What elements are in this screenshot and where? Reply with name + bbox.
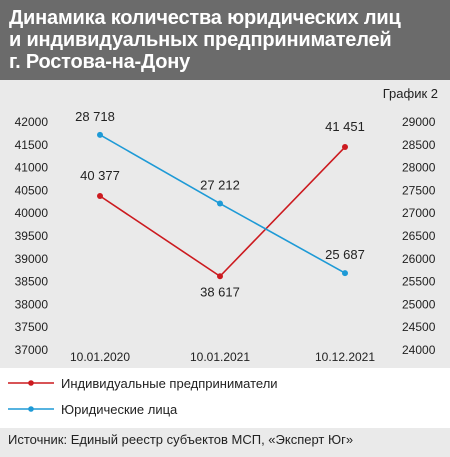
y-right-tick-label: 26000 (402, 252, 436, 266)
y-right-tick-label: 25000 (402, 297, 436, 311)
x-tick-label: 10.12.2021 (315, 350, 375, 364)
series-line-0 (99, 146, 346, 278)
data-point (342, 144, 348, 151)
data-point (97, 131, 103, 138)
y-right-tick-label: 27000 (402, 206, 436, 220)
x-tick-label: 10.01.2020 (70, 350, 130, 364)
data-point (97, 193, 103, 200)
legend-item-ip: Индивидуальные предприниматели (8, 374, 278, 392)
y-left-tick-label: 41500 (15, 138, 49, 152)
y-right-tick-label: 24500 (402, 320, 436, 334)
y-right-tick-label: 25500 (402, 275, 436, 289)
data-label: 38 617 (200, 284, 240, 299)
y-left-tick-label: 40000 (15, 206, 49, 220)
data-point (217, 200, 223, 207)
y-left-tick-label: 38500 (15, 275, 49, 289)
chart-title: Динамика количества юридических лиц и ин… (9, 7, 401, 73)
header: Динамика количества юридических лиц и ин… (0, 0, 450, 80)
legend-label-ul: Юридические лица (61, 401, 178, 417)
y-right-tick-label: 28000 (402, 161, 436, 175)
source-note: Источник: Единый реестр субъектов МСП, «… (8, 432, 354, 447)
data-label: 28 718 (75, 109, 115, 124)
y-left-tick-label: 41000 (15, 161, 49, 175)
y-right-tick-label: 28500 (402, 138, 436, 152)
data-point (342, 270, 348, 277)
x-tick-label: 10.01.2021 (190, 350, 250, 364)
y-left-tick-label: 40500 (15, 183, 49, 197)
legend: Индивидуальные предприниматели Юридическ… (0, 368, 450, 428)
legend-label-ip: Индивидуальные предприниматели (61, 375, 278, 391)
data-label: 27 212 (200, 178, 240, 193)
legend-marker-ip (8, 380, 54, 386)
y-right-tick-label: 24000 (402, 343, 436, 357)
y-left-tick-label: 39000 (15, 252, 49, 266)
y-right-tick-label: 26500 (402, 229, 436, 243)
y-left-tick-label: 37000 (15, 343, 49, 357)
y-left-tick-label: 38000 (15, 297, 49, 311)
chart-number-label: График 2 (382, 86, 438, 101)
data-point (217, 273, 223, 280)
y-left-tick-label: 37500 (15, 320, 49, 334)
y-right-tick-label: 27500 (402, 183, 436, 197)
y-left-tick-label: 42000 (15, 115, 49, 129)
data-label: 25 687 (325, 247, 365, 262)
y-left-tick-label: 39500 (15, 229, 49, 243)
y-right-tick-label: 29000 (402, 115, 436, 129)
line-chart: 42000 41500 41000 40500 40000 39500 39000 38500… (15, 109, 436, 364)
legend-item-ul: Юридические лица (8, 400, 177, 418)
legend-marker-ul (8, 406, 54, 412)
data-label: 40 377 (80, 168, 120, 183)
data-label: 41 451 (325, 119, 365, 134)
